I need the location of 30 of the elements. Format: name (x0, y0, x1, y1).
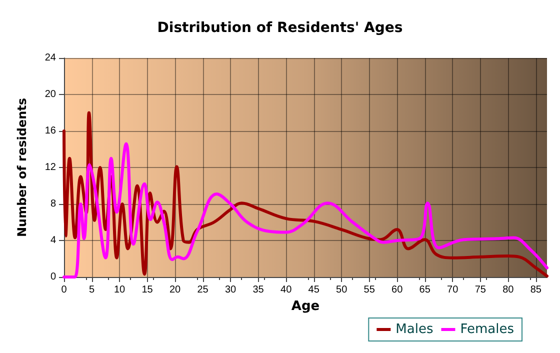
y-tick-label: 20 (44, 89, 56, 100)
legend-label: Females (460, 322, 514, 337)
x-tick-label: 15 (142, 284, 154, 296)
x-tick-label: 30 (224, 284, 237, 296)
x-tick-label: 10 (114, 284, 126, 296)
x-tick-label: 35 (252, 284, 264, 296)
y-tick-label: 24 (44, 52, 56, 64)
y-tick-label: 12 (44, 162, 56, 173)
x-tick-label: 60 (392, 284, 404, 296)
x-tick-label: 5 (88, 284, 95, 296)
x-tick-label: 70 (447, 284, 459, 296)
x-tick-label: 65 (419, 284, 431, 296)
x-tick-label: 40 (280, 284, 292, 296)
x-axis-title: Age (291, 298, 320, 314)
y-tick-label: 0 (50, 272, 56, 282)
y-axis-title: Number of residents (15, 98, 29, 238)
chart-title: Distribution of Residents' Ages (157, 20, 403, 36)
x-tick-label: 50 (336, 284, 348, 296)
x-tick-label: 55 (364, 284, 376, 296)
y-tick-label: 16 (44, 126, 56, 136)
x-tick-label: 0 (61, 284, 68, 296)
x-tick-label: 25 (197, 284, 209, 296)
y-tick-label: 4 (50, 235, 56, 246)
x-tick-label: 80 (502, 284, 514, 296)
y-tick-label: 8 (50, 198, 56, 210)
x-tick-label: 20 (169, 284, 182, 296)
x-tick-label: 85 (530, 284, 542, 296)
x-tick-label: 75 (474, 284, 486, 296)
legend-label: Males (396, 322, 434, 337)
x-tick-label: 45 (308, 284, 320, 296)
